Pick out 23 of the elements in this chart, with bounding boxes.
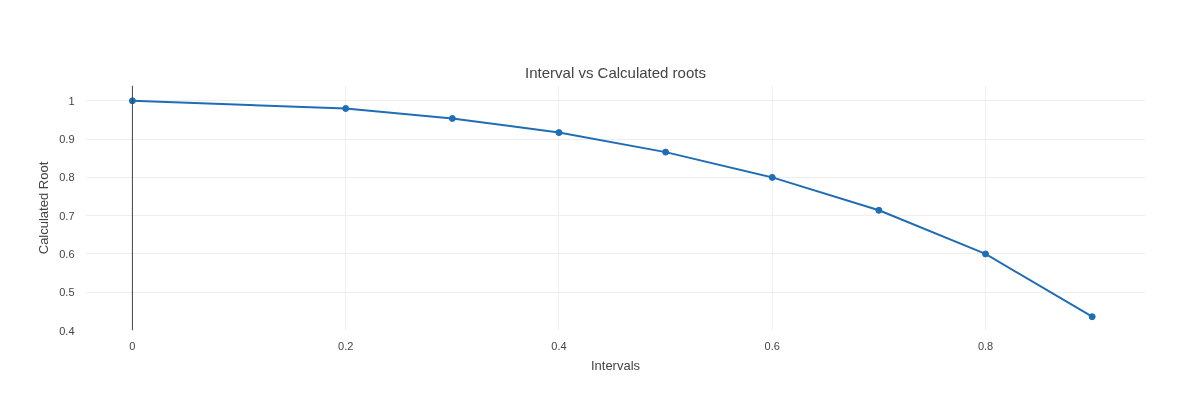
point — [982, 250, 990, 258]
x-tick-label: 0.2 — [338, 339, 354, 352]
y-tick-label: 0.6 — [59, 247, 75, 260]
point — [555, 129, 563, 137]
y-tick-label: 0.9 — [59, 133, 75, 146]
point — [662, 148, 670, 156]
point — [768, 173, 776, 181]
x-tick-label: 0.6 — [764, 339, 780, 352]
point — [448, 114, 456, 122]
point — [342, 104, 350, 112]
point — [1088, 313, 1096, 321]
x-tick-label: 0.4 — [551, 339, 567, 352]
y-axis-title: Calculated Root — [36, 161, 52, 255]
y-tick-label: 0.5 — [59, 286, 75, 299]
x-tick-label: 0.8 — [977, 339, 994, 352]
point — [875, 206, 883, 214]
y-tick-label: 0.4 — [59, 324, 75, 337]
x-axis-title: Intervals — [590, 357, 641, 373]
x-tick-label: 0 — [129, 339, 136, 352]
y-tick-label: 0.8 — [59, 171, 75, 184]
y-tick-label: 0.7 — [59, 209, 75, 222]
y-tick-label: 1 — [68, 94, 75, 107]
chart-title: Interval vs Calculated roots — [525, 63, 706, 81]
